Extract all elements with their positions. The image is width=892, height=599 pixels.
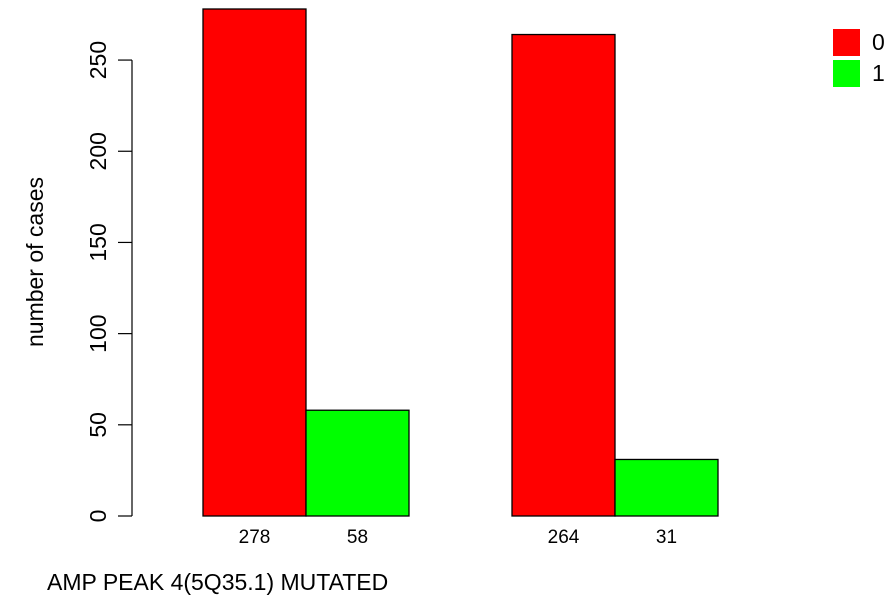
legend: 01 [833, 29, 885, 87]
y-tick-label: 0 [85, 510, 111, 523]
bar-count-label: 278 [239, 527, 271, 548]
bar-labels: 278 58 264 31 [239, 527, 677, 548]
x-axis-title: AMP PEAK 4(5Q35.1) MUTATED [47, 569, 388, 595]
bar-group2-series-1 [614, 458, 719, 517]
y-tick-label: 50 [85, 412, 111, 438]
y-tick-label: 250 [85, 41, 111, 79]
y-tick-label: 200 [85, 132, 111, 170]
bar-count-label: 264 [548, 527, 580, 548]
bar-count-label: 31 [656, 527, 677, 548]
y-tick-label: 100 [85, 314, 111, 352]
legend-swatch-1 [833, 60, 860, 87]
y-axis: 0 50 100 150 200 250 [85, 41, 133, 523]
y-tick-label: 150 [85, 223, 111, 261]
bars [202, 8, 719, 517]
bar-group2-series-0 [511, 33, 616, 517]
bar-group1-series-1 [305, 409, 410, 517]
legend-swatch-0 [833, 29, 860, 56]
bar-count-label: 58 [347, 527, 368, 548]
y-axis-title: number of cases [22, 177, 48, 347]
legend-label-1: 1 [872, 60, 885, 86]
bar-group1-series-0 [202, 8, 307, 517]
legend-label-0: 0 [872, 29, 885, 55]
